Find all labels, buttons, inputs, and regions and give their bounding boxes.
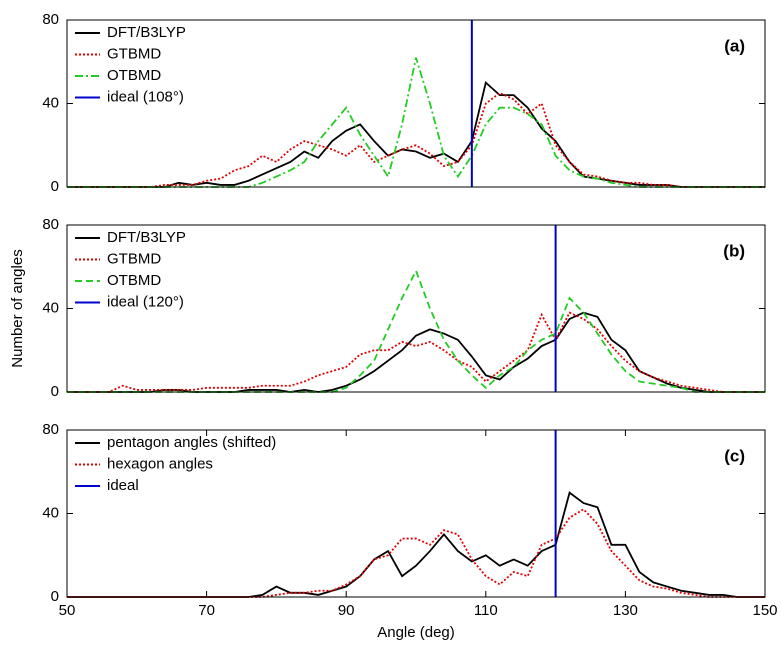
y-tick-label: 40 — [42, 299, 59, 316]
series-line — [67, 92, 765, 188]
legend-label: OTBMD — [107, 67, 161, 84]
x-tick-label: 50 — [59, 602, 76, 619]
series-line — [67, 491, 765, 598]
legend-label: DFT/B3LYP — [107, 229, 186, 246]
y-tick-label: 0 — [51, 588, 59, 605]
y-tick-label: 0 — [51, 383, 59, 400]
y-axis-label: Number of angles — [9, 249, 26, 367]
panel-label: (a) — [724, 36, 745, 55]
series-line — [67, 57, 765, 188]
y-tick-label: 0 — [51, 178, 59, 195]
series-line — [67, 80, 765, 188]
series-line — [67, 268, 765, 393]
legend-label: ideal (120°) — [107, 293, 184, 310]
x-axis-label: Angle (deg) — [377, 624, 455, 641]
x-tick-label: 150 — [752, 602, 777, 619]
plot-frame — [66, 429, 766, 598]
y-tick-label: 40 — [42, 504, 59, 521]
legend-label: GTBMD — [107, 250, 161, 267]
series-line — [67, 311, 765, 393]
y-tick-label: 80 — [42, 11, 59, 28]
x-tick-label: 90 — [338, 602, 355, 619]
legend-label: pentagon angles (shifted) — [107, 434, 276, 451]
plot-frame — [66, 224, 766, 393]
legend-label: GTBMD — [107, 45, 161, 62]
legend-label: ideal — [107, 477, 139, 494]
y-tick-label: 80 — [42, 421, 59, 438]
legend-label: hexagon angles — [107, 455, 213, 472]
x-tick-label: 70 — [198, 602, 215, 619]
y-tick-label: 40 — [42, 94, 59, 111]
panel-label: (c) — [724, 446, 745, 465]
x-tick-label: 130 — [613, 602, 638, 619]
legend-label: OTBMD — [107, 272, 161, 289]
legend-label: ideal (108°) — [107, 88, 184, 105]
panel-label: (b) — [723, 241, 745, 260]
x-tick-label: 110 — [474, 602, 498, 619]
y-tick-label: 80 — [42, 216, 59, 233]
plot-frame — [66, 19, 766, 188]
legend-label: DFT/B3LYP — [107, 24, 186, 41]
